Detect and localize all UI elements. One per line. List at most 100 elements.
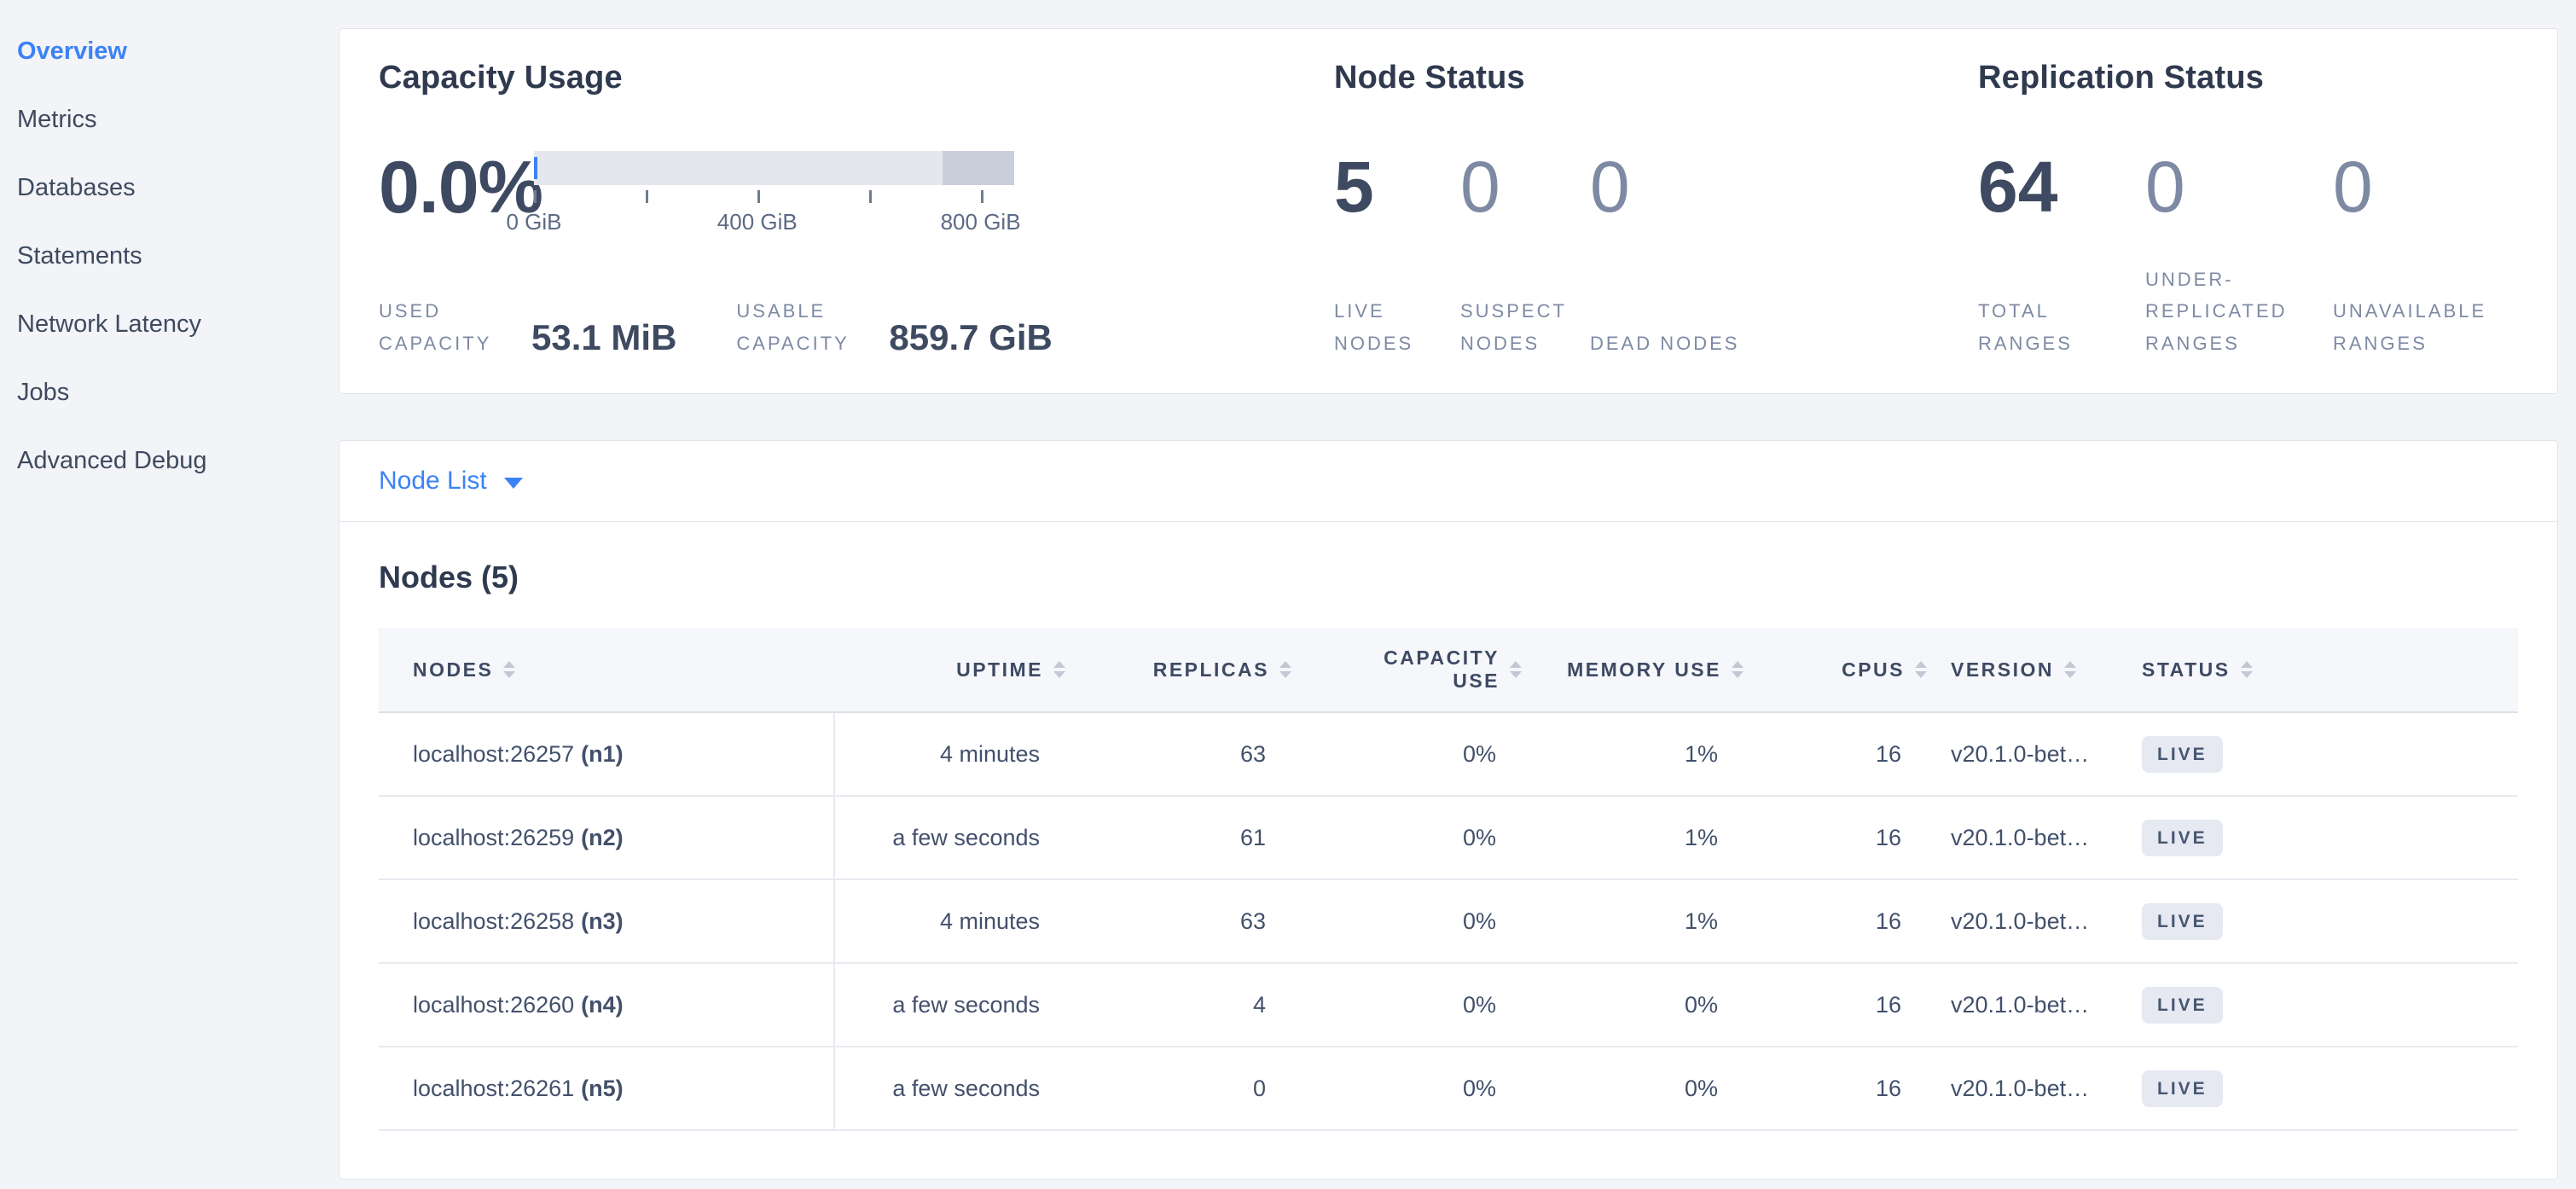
capacity-use-cell: 0% bbox=[1462, 908, 1496, 934]
status-cell: LIVE bbox=[2104, 1047, 2518, 1129]
capacity-axis-ticks bbox=[534, 190, 1014, 209]
capacity-use-cell: 0% bbox=[1462, 1075, 1496, 1101]
sidebar-item-metrics[interactable]: Metrics bbox=[17, 105, 97, 133]
capacity-bar-reserved-segment bbox=[942, 151, 1014, 185]
status-cell: LIVE bbox=[2104, 713, 2518, 795]
status-badge: LIVE bbox=[2142, 1070, 2223, 1107]
table-header-row: NODES UPTIME REPLICAS CAPACITY USE bbox=[379, 628, 2518, 713]
status-badge: LIVE bbox=[2142, 819, 2223, 856]
suspect-nodes-label: SUSPECT NODES bbox=[1460, 300, 1567, 354]
sidebar-item-advanced-debug[interactable]: Advanced Debug bbox=[17, 446, 207, 474]
axis-label-400gib: 400 GiB bbox=[717, 209, 798, 235]
under-replicated-ranges-label: UNDER-REPLICATED RANGES bbox=[2145, 268, 2288, 354]
capacity-usage-section: Capacity Usage 0.0% 0 GiB 400 GiB 800 Gi… bbox=[379, 60, 1334, 359]
status-cell: LIVE bbox=[2104, 797, 2518, 879]
under-replicated-ranges-stat: 0 UNDER-REPLICATED RANGES bbox=[2145, 151, 2333, 359]
used-capacity-value: 53.1 MiB bbox=[531, 317, 677, 357]
node-address-cell[interactable]: localhost:26261 (n5) bbox=[379, 1047, 835, 1129]
column-header-uptime[interactable]: UPTIME bbox=[835, 628, 1065, 711]
table-row[interactable]: localhost:26260 (n4) a few seconds 4 0% 0… bbox=[379, 964, 2518, 1047]
sort-icon[interactable] bbox=[1915, 661, 1927, 678]
replicas-cell: 61 bbox=[1239, 824, 1266, 850]
column-header-cpus[interactable]: CPUS bbox=[1743, 628, 1927, 711]
table-row[interactable]: localhost:26259 (n2) a few seconds 61 0% … bbox=[379, 797, 2518, 880]
status-badge: LIVE bbox=[2142, 986, 2223, 1024]
uptime-cell: a few seconds bbox=[892, 991, 1040, 1018]
column-header-version[interactable]: VERSION bbox=[1927, 628, 2104, 711]
total-ranges-value: 64 bbox=[1978, 147, 2058, 227]
table-row[interactable]: localhost:26261 (n5) a few seconds 0 0% 0… bbox=[379, 1047, 2518, 1131]
sidebar-item-overview[interactable]: Overview bbox=[17, 37, 127, 65]
sort-icon[interactable] bbox=[1732, 661, 1743, 678]
sort-icon[interactable] bbox=[1053, 661, 1065, 678]
dead-nodes-label: DEAD NODES bbox=[1590, 332, 1740, 354]
column-header-nodes[interactable]: NODES bbox=[379, 628, 835, 711]
uptime-cell: a few seconds bbox=[892, 824, 1040, 850]
table-row[interactable]: localhost:26258 (n3) 4 minutes 63 0% 1% 1… bbox=[379, 880, 2518, 964]
node-address-cell[interactable]: localhost:26257 (n1) bbox=[379, 713, 835, 795]
sort-icon[interactable] bbox=[2240, 661, 2253, 678]
sort-icon[interactable] bbox=[503, 661, 516, 678]
node-list-dropdown[interactable]: Node List bbox=[379, 467, 523, 496]
node-address-cell[interactable]: localhost:26259 (n2) bbox=[379, 797, 835, 879]
total-ranges-label: TOTAL RANGES bbox=[1978, 300, 2073, 354]
caret-down-icon bbox=[503, 477, 523, 489]
node-list-card: Node List Nodes (5) NODES UPTIME bbox=[339, 440, 2558, 1180]
memory-use-cell: 0% bbox=[1684, 1075, 1718, 1101]
capacity-axis-labels: 0 GiB 400 GiB 800 GiB bbox=[506, 209, 1020, 235]
version-cell: v20.1.0-bet… bbox=[1951, 824, 2090, 850]
axis-label-800gib: 800 GiB bbox=[940, 209, 1021, 235]
status-cell: LIVE bbox=[2104, 964, 2518, 1046]
capacity-bar bbox=[534, 151, 1014, 185]
sidebar-item-jobs[interactable]: Jobs bbox=[17, 378, 70, 406]
sidebar: Overview Metrics Databases Statements Ne… bbox=[0, 0, 326, 1189]
suspect-nodes-stat: 0 SUSPECT NODES bbox=[1460, 151, 1590, 359]
replicas-cell: 63 bbox=[1239, 740, 1266, 767]
version-cell: v20.1.0-bet… bbox=[1951, 740, 2090, 767]
total-ranges-stat: 64 TOTAL RANGES bbox=[1978, 151, 2145, 359]
column-header-replicas[interactable]: REPLICAS bbox=[1065, 628, 1291, 711]
capacity-gauge: 0.0% 0 GiB 400 GiB 800 GiB bbox=[379, 151, 1334, 235]
node-address-cell[interactable]: localhost:26260 (n4) bbox=[379, 964, 835, 1046]
capacity-bar-used-segment bbox=[534, 157, 537, 179]
version-cell: v20.1.0-bet… bbox=[1951, 1075, 2090, 1101]
live-nodes-value: 5 bbox=[1334, 147, 1374, 227]
replication-status-title: Replication Status bbox=[1978, 60, 2265, 96]
under-replicated-ranges-value: 0 bbox=[2145, 147, 2185, 227]
node-list-header: Node List bbox=[339, 441, 2557, 522]
column-header-memory-use[interactable]: MEMORY USE bbox=[1522, 628, 1743, 711]
live-nodes-label: LIVE NODES bbox=[1334, 300, 1414, 354]
usable-capacity-label: USABLE CAPACITY bbox=[736, 300, 850, 354]
column-header-status[interactable]: STATUS bbox=[2104, 628, 2518, 711]
main-content: Capacity Usage 0.0% 0 GiB 400 GiB 800 Gi… bbox=[339, 28, 2558, 1180]
sort-icon[interactable] bbox=[1279, 661, 1291, 678]
node-address-cell[interactable]: localhost:26258 (n3) bbox=[379, 880, 835, 962]
capacity-use-cell: 0% bbox=[1462, 991, 1496, 1018]
table-row[interactable]: localhost:26257 (n1) 4 minutes 63 0% 1% 1… bbox=[379, 713, 2518, 797]
uptime-cell: 4 minutes bbox=[939, 908, 1040, 934]
memory-use-cell: 0% bbox=[1684, 991, 1718, 1018]
sidebar-item-statements[interactable]: Statements bbox=[17, 241, 142, 270]
version-cell: v20.1.0-bet… bbox=[1951, 908, 2090, 934]
used-capacity-label: USED CAPACITY bbox=[379, 300, 492, 354]
node-status-section: Node Status 5 LIVE NODES 0 SUSPECT NODES… bbox=[1334, 60, 1978, 359]
sort-icon[interactable] bbox=[1510, 661, 1522, 678]
cpus-cell: 16 bbox=[1875, 1075, 1901, 1101]
sidebar-item-network-latency[interactable]: Network Latency bbox=[17, 310, 201, 338]
uptime-cell: 4 minutes bbox=[939, 740, 1040, 767]
cpus-cell: 16 bbox=[1875, 991, 1901, 1018]
unavailable-ranges-value: 0 bbox=[2333, 147, 2373, 227]
status-badge: LIVE bbox=[2142, 902, 2223, 940]
cpus-cell: 16 bbox=[1875, 740, 1901, 767]
sort-icon[interactable] bbox=[2064, 661, 2077, 678]
capacity-percent: 0.0% bbox=[379, 147, 543, 229]
capacity-stats: USED CAPACITY 53.1 MiB USABLE CAPACITY 8… bbox=[379, 295, 1334, 359]
cluster-summary-card: Capacity Usage 0.0% 0 GiB 400 GiB 800 Gi… bbox=[339, 28, 2558, 394]
column-header-capacity-use[interactable]: CAPACITY USE bbox=[1291, 628, 1522, 711]
replication-status-section: Replication Status 64 TOTAL RANGES 0 UND… bbox=[1978, 60, 2518, 359]
usable-capacity-value: 859.7 GiB bbox=[889, 317, 1053, 357]
unavailable-ranges-label: UNAVAILABLE RANGES bbox=[2333, 300, 2487, 354]
sidebar-item-databases[interactable]: Databases bbox=[17, 173, 136, 201]
cpus-cell: 16 bbox=[1875, 908, 1901, 934]
status-cell: LIVE bbox=[2104, 880, 2518, 962]
